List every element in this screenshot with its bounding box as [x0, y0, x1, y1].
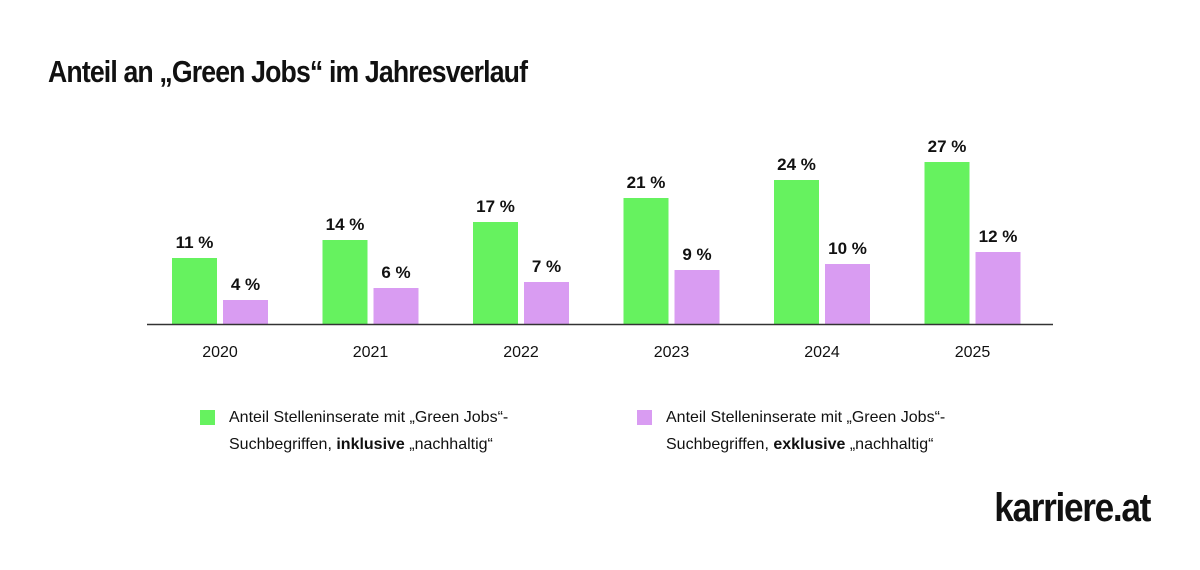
chart-title: Anteil an „Green Jobs“ im Jahresverlauf — [48, 54, 528, 89]
x-tick-label-2022: 2022 — [503, 344, 539, 361]
legend-swatch-purple — [637, 410, 652, 425]
bar-inklusive-2022 — [473, 222, 518, 324]
bar-exklusive-2025 — [975, 252, 1021, 324]
x-tick-label-2024: 2024 — [804, 344, 840, 361]
data-label-exklusive-2020: 4 % — [231, 275, 260, 294]
data-label-inklusive-2021: 14 % — [326, 215, 365, 234]
data-label-exklusive-2021: 6 % — [381, 263, 410, 282]
x-tick-label-2021: 2021 — [353, 344, 389, 361]
x-tick-label-2023: 2023 — [654, 344, 690, 361]
data-label-exklusive-2024: 10 % — [828, 239, 867, 258]
legend-label-inklusive: Anteil Stelleninserate mit „Green Jobs“-… — [229, 404, 600, 458]
legend-text-bold: exklusive — [773, 436, 846, 453]
legend-text: Anteil Stelleninserate mit „Green Jobs“-… — [229, 409, 509, 453]
data-label-inklusive-2022: 17 % — [476, 197, 515, 216]
bar-exklusive-2023 — [674, 270, 720, 324]
data-label-inklusive-2024: 24 % — [777, 155, 816, 174]
legend-item-exklusive: Anteil Stelleninserate mit „Green Jobs“-… — [637, 404, 1037, 458]
data-label-exklusive-2025: 12 % — [979, 227, 1018, 246]
legend-text: „nachhaltig“ — [404, 436, 493, 453]
data-label-inklusive-2023: 21 % — [627, 173, 666, 192]
x-tick-label-2020: 2020 — [202, 344, 238, 361]
bar-exklusive-2021 — [373, 288, 419, 324]
legend-swatch-green — [200, 410, 215, 425]
legend-item-inklusive: Anteil Stelleninserate mit „Green Jobs“-… — [200, 404, 600, 458]
bar-exklusive-2024 — [825, 264, 870, 324]
bar-inklusive-2020 — [172, 258, 217, 324]
data-label-inklusive-2020: 11 % — [176, 233, 214, 252]
bar-exklusive-2022 — [524, 282, 569, 324]
bar-inklusive-2025 — [924, 162, 970, 324]
legend-text-bold: inklusive — [336, 436, 405, 453]
brand-logo: karriere.at — [994, 486, 1151, 530]
bar-inklusive-2023 — [623, 198, 669, 324]
bar-inklusive-2021 — [322, 240, 368, 324]
bar-exklusive-2020 — [223, 300, 268, 324]
bar-chart: 11 % 4 % 2020 14 % 6 % 2021 17 % 7 % 2022 21 % 9 %… — [147, 137, 1053, 361]
data-label-exklusive-2022: 7 % — [532, 257, 561, 276]
legend-label-exklusive: Anteil Stelleninserate mit „Green Jobs“-… — [666, 404, 1037, 458]
data-label-exklusive-2023: 9 % — [682, 245, 711, 264]
x-tick-label-2025: 2025 — [955, 344, 991, 361]
bar-inklusive-2024 — [774, 180, 819, 324]
legend-text: „nachhaltig“ — [845, 436, 934, 453]
legend-text: Anteil Stelleninserate mit „Green Jobs“-… — [666, 409, 946, 453]
data-label-inklusive-2025: 27 % — [928, 137, 967, 156]
